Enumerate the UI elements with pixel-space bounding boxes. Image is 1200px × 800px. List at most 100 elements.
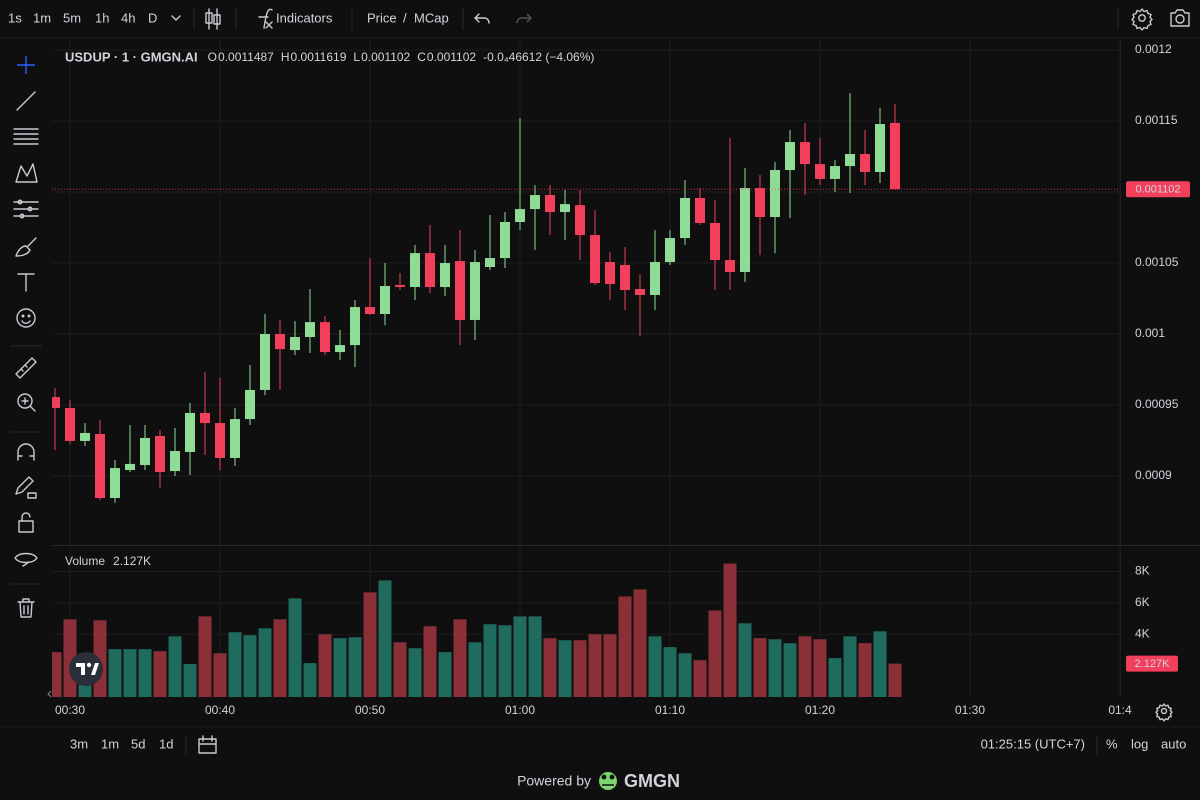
time-axis-settings-icon[interactable]: [1155, 703, 1173, 722]
candle-body: [695, 198, 705, 223]
powered-by: Powered by: [517, 773, 591, 789]
candle-body: [335, 345, 345, 353]
candle-body: [260, 334, 270, 390]
volume-bar: [648, 636, 662, 697]
volume-bar: [393, 642, 407, 697]
candle-body: [500, 222, 510, 259]
candle-body: [110, 468, 120, 499]
interval-button[interactable]: 1h: [95, 10, 109, 25]
x-tick-label: 00:40: [205, 703, 235, 717]
candle-body: [230, 419, 240, 458]
scale-option[interactable]: auto: [1161, 736, 1186, 751]
range-button[interactable]: 1m: [101, 736, 119, 751]
candle-body: [785, 142, 795, 171]
price-toggle[interactable]: MCap: [414, 10, 449, 25]
measure-tool[interactable]: [15, 357, 37, 379]
volume-bar: [183, 664, 197, 697]
volume-bar: [498, 625, 512, 697]
brush-tool[interactable]: [15, 237, 37, 257]
ohlc-value: 0.001102: [361, 50, 410, 64]
scroll-left-icon[interactable]: [47, 690, 52, 698]
range-button[interactable]: 5d: [131, 736, 145, 751]
ohlc-key: O: [208, 50, 217, 64]
indicators-icon[interactable]: [258, 8, 273, 29]
volume-bar: [858, 643, 872, 697]
crosshair-tool[interactable]: [17, 56, 35, 74]
emoji-tool[interactable]: [16, 308, 36, 328]
candle-body: [530, 195, 540, 210]
left-toolbar: [10, 56, 42, 618]
lock-drawing-tool[interactable]: [15, 476, 37, 499]
zoom-tool[interactable]: [17, 393, 36, 412]
text-tool[interactable]: [17, 273, 35, 292]
interval-button[interactable]: D: [148, 10, 157, 25]
x-tick-label: 01:10: [655, 703, 685, 717]
candle-body: [725, 260, 735, 272]
scale-option[interactable]: log: [1131, 736, 1148, 751]
interval-button[interactable]: 5m: [63, 10, 81, 25]
magnet-tool[interactable]: [17, 443, 35, 461]
ohlc-value: 0.0011487: [218, 50, 274, 64]
candle-body: [545, 195, 555, 213]
volume-legend-value: 2.127K: [113, 554, 151, 568]
volume-tick-label: 8K: [1135, 564, 1150, 578]
volume-bar: [633, 589, 647, 697]
volume-bar: [543, 638, 557, 697]
interval-button[interactable]: 4h: [121, 10, 135, 25]
candle-body: [605, 262, 615, 285]
candle-body: [515, 209, 525, 223]
clock: 01:25:15 (UTC+7): [981, 736, 1085, 751]
volume-tick-label: 6K: [1135, 595, 1150, 609]
volume-bar: [573, 640, 587, 697]
volume-bar: [528, 616, 542, 697]
volume-bar: [693, 660, 707, 697]
lock-tool[interactable]: [18, 512, 34, 533]
candle-body: [425, 253, 435, 288]
price-toggle[interactable]: /: [403, 10, 407, 25]
volume-bar: [348, 637, 362, 697]
price-toggle[interactable]: Price: [367, 10, 397, 25]
indicators-button[interactable]: Indicators: [276, 10, 333, 25]
settings-icon[interactable]: [1131, 8, 1153, 31]
visibility-tool[interactable]: [14, 552, 38, 567]
candle-body: [740, 188, 750, 272]
candle-body: [140, 437, 150, 466]
remove-tool[interactable]: [17, 598, 35, 618]
volume-bar: [603, 634, 617, 697]
interval-button[interactable]: 1m: [33, 10, 51, 25]
projection-tool[interactable]: [13, 199, 39, 219]
trend-line-tool[interactable]: [16, 91, 36, 111]
volume-bar: [768, 639, 782, 697]
volume-bar: [423, 626, 437, 697]
labels: 00:30 00:40 00:50 01:00 01:10 01:20 01:30 01:4 0…: [52, 42, 1190, 717]
candle-body: [800, 142, 810, 165]
volume-bar: [663, 647, 677, 697]
screenshot-icon[interactable]: [1170, 9, 1190, 27]
redo-icon[interactable]: [516, 13, 532, 24]
date-range-icon[interactable]: [198, 735, 217, 754]
range-button[interactable]: 3m: [70, 736, 88, 751]
volume-bar: [52, 652, 62, 697]
volume-bar: [888, 663, 902, 697]
volume-bar: [618, 596, 632, 697]
interval-menu-icon[interactable]: [171, 15, 181, 21]
pattern-tool[interactable]: [15, 163, 38, 183]
undo-icon[interactable]: [474, 13, 490, 24]
ohlc-value: 0.001102: [427, 50, 476, 64]
interval-button[interactable]: 1s: [8, 10, 22, 25]
volume-bar: [828, 658, 842, 697]
range-button[interactable]: 1d: [159, 736, 173, 751]
change-label: -0.0₄46612 (−4.06%): [483, 50, 594, 64]
fib-tool[interactable]: [13, 128, 39, 145]
candle-body: [620, 265, 630, 291]
scale-option[interactable]: %: [1106, 736, 1118, 751]
tradingview-logo[interactable]: [69, 652, 103, 686]
last-price-tag: [1126, 181, 1190, 198]
volume-legend: Volume: [65, 554, 105, 568]
y-tick-label: 0.001: [1135, 326, 1165, 340]
volume-bar: [873, 631, 887, 697]
volume-bar: [273, 619, 287, 697]
candle-body: [215, 423, 225, 458]
chart-type-icon[interactable]: [205, 8, 221, 30]
volume-bar: [723, 563, 737, 697]
